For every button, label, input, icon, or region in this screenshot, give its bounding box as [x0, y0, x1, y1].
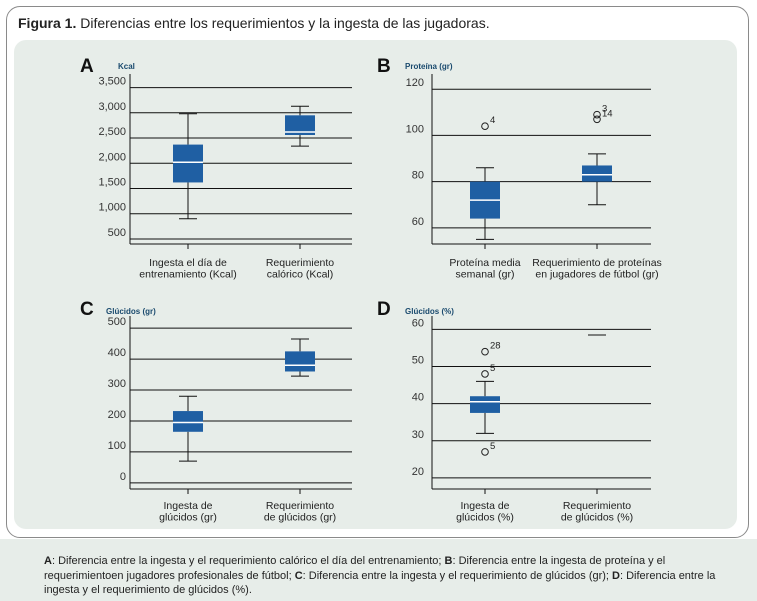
x-category-label: entrenamiento (Kcal): [139, 269, 236, 281]
y-tick-label: 50: [412, 355, 424, 367]
x-category-label: Requerimiento de proteínas: [532, 257, 662, 269]
y-tick-label: 100: [108, 440, 126, 452]
outlier-label: 5: [490, 441, 495, 452]
outlier-point: [481, 347, 489, 356]
box-iqr: [285, 351, 315, 372]
y-tick-label: 500: [108, 227, 126, 239]
y-tick-label: 2,000: [98, 151, 126, 163]
box-iqr: [582, 165, 612, 182]
chart-panel-c: C Glúcidos (gr) 0 100 200 300 400 500 Ingesta de…: [80, 299, 352, 524]
y-tick-label: 40: [412, 392, 424, 404]
y-tick-label: 60: [412, 216, 424, 228]
figure-label: Figura 1.: [18, 15, 77, 31]
figure-caption: A: Diferencia entre la ingesta y el requ…: [44, 554, 724, 598]
caption-panel-letter: C: [294, 569, 303, 582]
outlier-label: 3: [602, 104, 607, 115]
y-axis-label: Kcal: [118, 62, 135, 71]
chart-panel-d: D Glúcidos (%) 20 30 40 50 60 28 5 5 Ingesta deglú…: [377, 299, 651, 524]
box-plot-charts: A Kcal5001,0001,5002,0002,5003,0003,500In…: [80, 56, 662, 524]
caption-panel-letter: D: [612, 569, 620, 582]
figure-title-text: Diferencias entre los requerimientos y l…: [80, 15, 490, 31]
caption-text: : Diferencia entre la ingesta de proteín…: [44, 555, 666, 582]
x-category-label: Ingesta el día de: [149, 257, 227, 269]
x-category-label: en jugadores de fútbol (gr): [535, 269, 658, 281]
y-tick-label: 30: [412, 429, 424, 441]
y-axis-label: Glúcidos (gr): [106, 307, 156, 316]
y-axis-label: Glúcidos (%): [405, 307, 454, 316]
outlier-point: [593, 115, 601, 124]
x-category-label: Requerimiento: [563, 500, 631, 512]
caption-text: : Diferencia entre la ingesta y el reque…: [302, 569, 613, 582]
outlier-point: [481, 122, 489, 130]
x-category-label: Proteína media: [449, 257, 520, 269]
x-category-label: calórico (Kcal): [267, 269, 334, 281]
y-tick-label: 300: [108, 378, 126, 390]
y-tick-label: 1,000: [98, 202, 126, 214]
y-tick-label: 3,500: [98, 76, 126, 88]
chart-panel-a: A Kcal 500 1,000 1,500 2,000 2,500 3,000 3,500 In…: [80, 56, 352, 281]
outlier-label: 5: [490, 363, 495, 374]
x-category-label: Requerimiento: [266, 257, 334, 269]
chart-panel-b: B Proteína (gr) 60 80 100 120 4 Proteína medias…: [377, 56, 662, 281]
x-category-label: glúcidos (gr): [159, 512, 217, 524]
outlier-label: 28: [490, 341, 501, 352]
y-tick-label: 1,500: [98, 176, 126, 188]
outlier-point: [481, 370, 489, 378]
y-tick-label: 400: [108, 347, 126, 359]
y-tick-label: 2,500: [98, 126, 126, 138]
figure-panel-background: [14, 40, 737, 529]
outlier-label: 4: [490, 115, 495, 126]
box-iqr: [470, 396, 500, 413]
panel-letter: C: [80, 299, 94, 320]
y-tick-label: 500: [108, 316, 126, 328]
panel-letter: D: [377, 299, 391, 320]
box-iqr: [173, 144, 203, 183]
figure-title: Figura 1. Diferencias entre los requerim…: [18, 15, 490, 31]
x-category-label: Ingesta de: [460, 500, 509, 512]
y-tick-label: 0: [120, 471, 126, 483]
x-category-label: semanal (gr): [456, 269, 515, 281]
x-category-label: glúcidos (%): [456, 512, 514, 524]
caption-panel-letter: A: [44, 555, 52, 567]
x-category-label: Ingesta de: [163, 500, 212, 512]
caption-text: : Diferencia entre la ingesta y el reque…: [44, 569, 716, 597]
caption-background: [0, 539, 757, 601]
outlier-label: 14: [602, 108, 613, 119]
caption-text: : Diferencia entre la ingesta y el reque…: [51, 555, 445, 567]
y-tick-label: 100: [406, 123, 424, 135]
panel-letter: B: [377, 56, 391, 77]
panel-letter: A: [80, 56, 94, 77]
y-tick-label: 80: [412, 170, 424, 182]
x-category-label: de glúcidos (gr): [264, 512, 336, 524]
y-tick-label: 60: [412, 317, 424, 329]
outlier-point: [481, 448, 489, 456]
box-iqr: [285, 115, 315, 136]
y-tick-label: 200: [108, 409, 126, 421]
y-tick-label: 3,000: [98, 101, 126, 113]
box-iqr: [173, 411, 203, 432]
y-tick-label: 120: [406, 77, 424, 89]
y-axis-label: Proteína (gr): [405, 62, 453, 71]
outlier-point: [593, 110, 601, 119]
caption-panel-letter: B: [444, 555, 453, 567]
x-category-label: de glúcidos (%): [561, 512, 633, 524]
x-category-label: Requerimiento: [266, 500, 334, 512]
y-tick-label: 20: [412, 466, 424, 478]
